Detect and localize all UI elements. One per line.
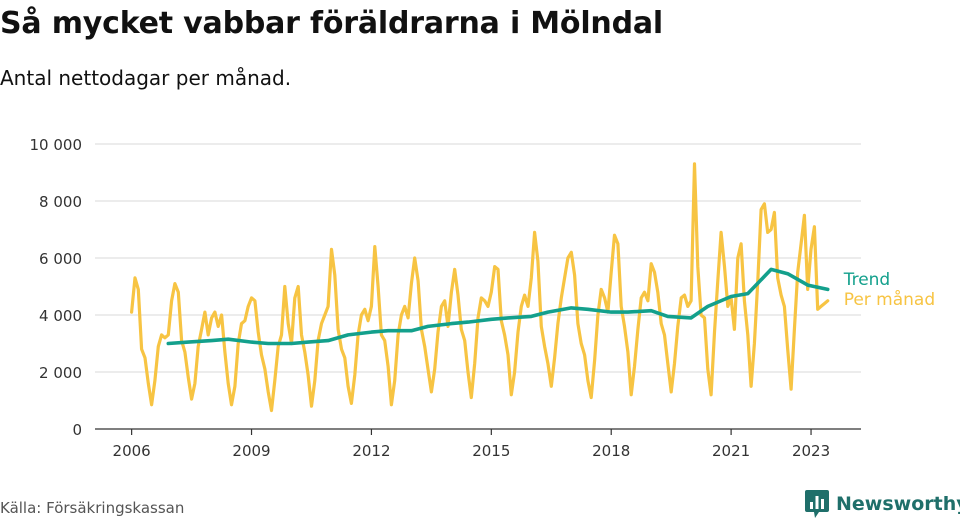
x-tick-label: 2012	[352, 442, 390, 460]
series-line-monthly	[130, 162, 830, 413]
y-tick-label: 8 000	[39, 193, 82, 211]
x-tick-label: 2018	[592, 442, 630, 460]
page-subtitle: Antal nettodagar per månad.	[0, 66, 292, 90]
brand-name: Newsworthy	[836, 493, 960, 515]
x-tick-label: 2009	[232, 442, 270, 460]
brand-logo: Newsworthy	[804, 489, 960, 519]
y-tick-label: 2 000	[39, 364, 82, 382]
x-tick-label: 2023	[792, 442, 830, 460]
series-line-trend	[166, 267, 830, 346]
x-tick-label: 2015	[472, 442, 510, 460]
y-tick-label: 10 000	[30, 136, 83, 154]
x-tick-label: 2006	[113, 442, 151, 460]
series-end-label: Trend	[843, 270, 891, 290]
bar-chart-logo-icon	[805, 490, 829, 518]
x-tick-label: 2021	[712, 442, 750, 460]
y-tick-label: 0	[72, 421, 82, 439]
y-tick-label: 6 000	[39, 250, 82, 268]
page-title: Så mycket vabbar föräldrarna i Mölndal	[0, 6, 663, 41]
y-tick-label: 4 000	[39, 307, 82, 325]
source-note: Källa: Försäkringskassan	[0, 499, 185, 517]
series-end-label: Per månad	[844, 289, 935, 310]
